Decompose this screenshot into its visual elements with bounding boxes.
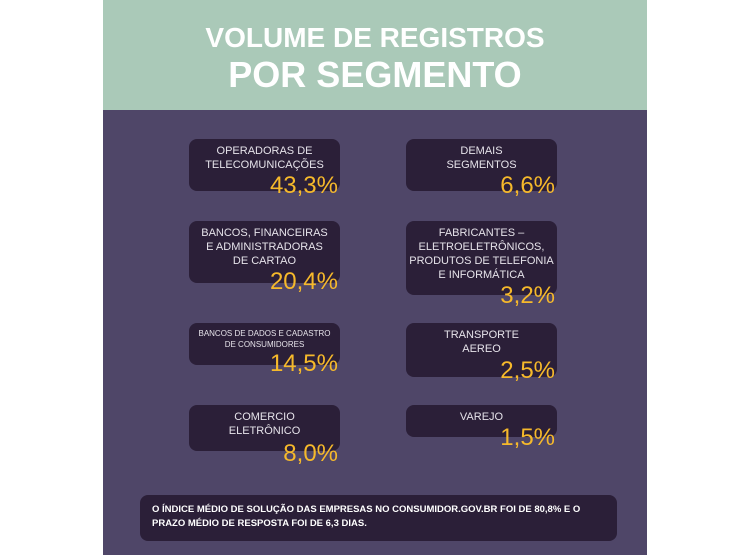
segment-label: E ADMINISTRADORAS: [206, 241, 323, 253]
segment-box: TRANSPORTE AEREO: [406, 323, 557, 377]
segment-value: 43,3%: [269, 172, 338, 199]
segment-box: DEMAIS SEGMENTOS: [406, 139, 557, 191]
segment-label: ELETROELETRÔNICOS,: [418, 241, 545, 253]
segment-box: COMERCIO ELETRÔNICO: [189, 405, 340, 451]
segment-label: DEMAIS: [460, 145, 503, 157]
segment-label: OPERADORAS DE: [216, 145, 313, 157]
infographic: VOLUME DE REGISTROS POR SEGMENTO O ÍNDIC…: [103, 0, 647, 555]
footer-note: O ÍNDICE MÉDIO DE SOLUÇÃO DAS EMPRESAS N…: [140, 495, 617, 541]
segment-box: BANCOS DE DADOS E CADASTRO DE CONSUMIDORE…: [189, 323, 340, 365]
segment-label: E INFORMÁTICA: [438, 269, 525, 281]
segment-label: BANCOS, FINANCEIRAS: [201, 227, 328, 239]
segment-box: FABRICANTES – ELETROELETRÔNICOS, PRODUTOS …: [406, 221, 557, 295]
footer-line: PRAZO MÉDIO DE RESPOSTA FOI DE 6,3 DIAS.: [152, 518, 367, 529]
title-line: POR SEGMENTO: [228, 54, 522, 95]
segment-box: VAREJO: [406, 405, 557, 437]
segment-label: TELECOMUNICAÇÕES: [205, 159, 324, 171]
footer-line: O ÍNDICE MÉDIO DE SOLUÇÃO DAS EMPRESAS N…: [152, 504, 581, 515]
segment-box: BANCOS, FINANCEIRAS E ADMINISTRADORAS DE C…: [189, 221, 340, 283]
segment-label: BANCOS DE DADOS E CADASTRO: [198, 329, 331, 338]
segment-label: DE CARTAO: [232, 255, 297, 267]
segment-value: 6,6%: [500, 172, 555, 199]
segment-label: FABRICANTES –: [438, 227, 525, 239]
segment-label: VAREJO: [459, 411, 504, 423]
segment-label: TRANSPORTE: [444, 329, 519, 341]
segment-label: AEREO: [462, 343, 501, 355]
segment-label: COMERCIO: [234, 411, 295, 423]
segment-label: ELETRÔNICO: [228, 425, 301, 437]
segment-label: PRODUTOS DE TELEFONIA: [409, 255, 554, 267]
title-line: VOLUME DE REGISTROS: [205, 22, 545, 53]
segment-value: 3,2%: [500, 282, 555, 309]
segment-value: 8,0%: [283, 440, 338, 467]
segment-box: OPERADORAS DE TELECOMUNICAÇÕES: [189, 139, 340, 191]
segment-value: 14,5%: [269, 350, 338, 377]
segment-label: DE CONSUMIDORES: [224, 340, 305, 349]
segment-value: 2,5%: [500, 357, 555, 384]
segment-value: 1,5%: [500, 424, 555, 451]
segment-value: 20,4%: [269, 268, 338, 295]
segment-label: SEGMENTOS: [446, 159, 517, 171]
header: VOLUME DE REGISTROS POR SEGMENTO: [103, 0, 647, 110]
